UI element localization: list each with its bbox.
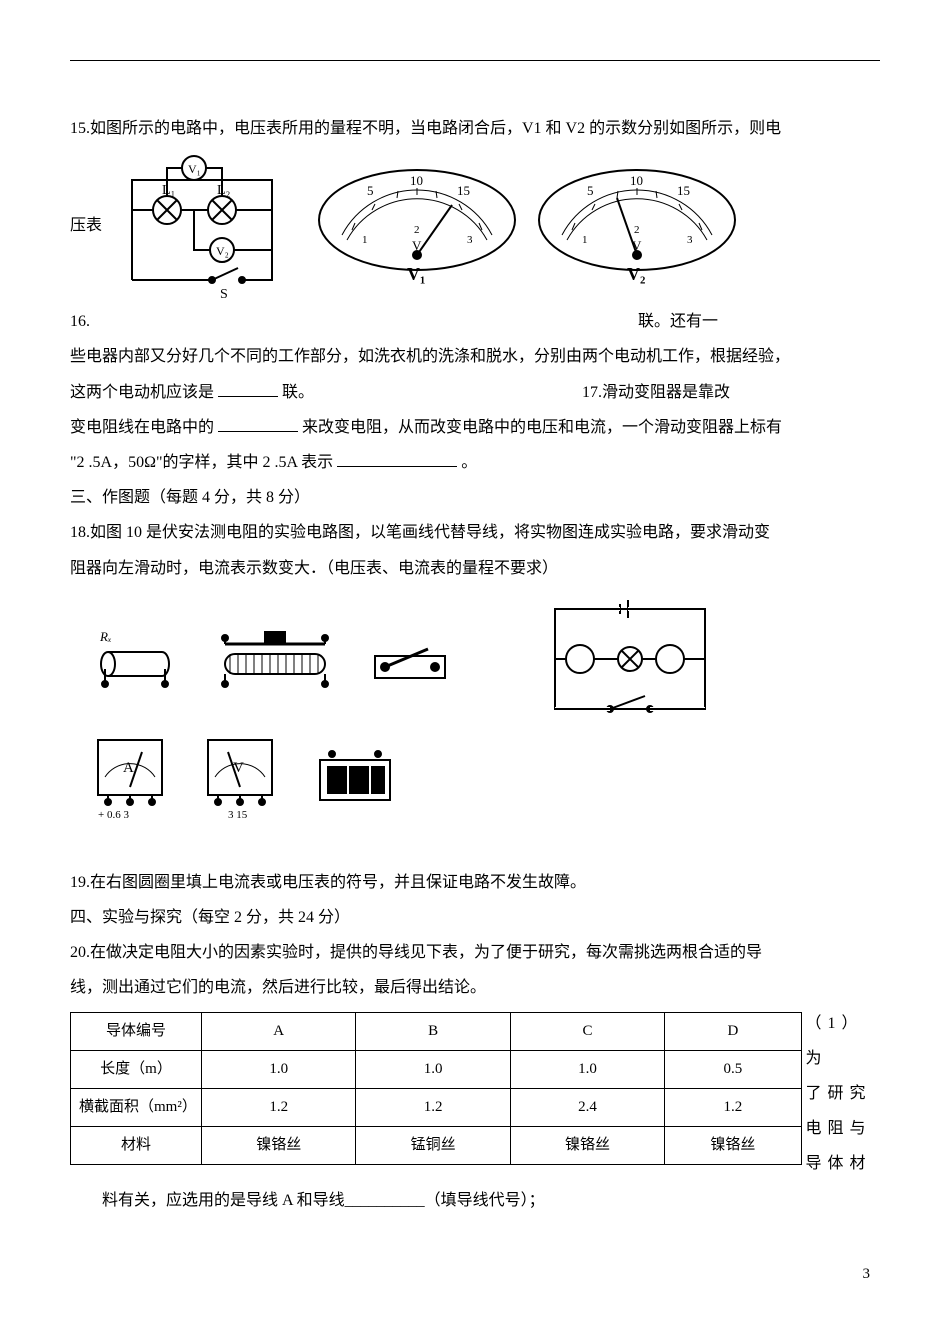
table-row: 横截面积（mm²）1.21.22.41.2 bbox=[71, 1088, 802, 1126]
q17-line1: 变电阻线在电路中的 来改变电阻，从而改变电路中的电压和电流，一个滑动变阻器上标有 bbox=[70, 410, 880, 445]
svg-text:V₂: V₂ bbox=[627, 264, 645, 284]
table-row: 材料镍铬丝锰铜丝镍铬丝镍铬丝 bbox=[71, 1126, 802, 1164]
q16-line3: 这两个电动机应该是 联。 17.滑动变阻器是靠改 bbox=[70, 375, 880, 410]
voltmeter-icon: V 3 15 bbox=[200, 732, 280, 822]
svg-text:Rₓ: Rₓ bbox=[99, 629, 112, 644]
wire-data-table: 导体编号 A B C D 长度（m）1.01.01.00.5 横截面积（mm²）… bbox=[70, 1012, 802, 1165]
q15-line1: 15.如图所示的电路中，电压表所用的量程不明，当电路闭合后，V1 和 V2 的示… bbox=[70, 111, 880, 146]
q16-line2: 些电器内部又分好几个不同的工作部分，如洗衣机的洗涤和脱水，分别由两个电动机工作，… bbox=[70, 339, 880, 374]
svg-text:+ 0.6 3: + 0.6 3 bbox=[98, 809, 129, 821]
component-row-1: Rₓ bbox=[90, 594, 880, 724]
q20-line2: 线，测出通过它们的电流，然后进行比较，最后得出结论。 bbox=[70, 970, 880, 1005]
q20-sub: 料有关，应选用的是导线 A 和导线__________（填导线代号）； bbox=[70, 1183, 880, 1218]
svg-text:15: 15 bbox=[457, 183, 470, 198]
side-annotation: （1）为 了研究 电阻与 导体材 bbox=[802, 1006, 880, 1121]
q16-line1: 16. 联。还有一 bbox=[70, 304, 880, 339]
svg-text:1: 1 bbox=[582, 234, 588, 246]
switch-icon bbox=[370, 631, 450, 686]
voltmeter-v2-dial: 5 10 15 1 2 3 V V₂ bbox=[532, 165, 742, 285]
q15-line2-prefix: 压表 bbox=[70, 208, 102, 243]
svg-text:V: V bbox=[233, 760, 244, 776]
section-3-heading: 三、作图题（每题 4 分，共 8 分） bbox=[70, 480, 880, 515]
table-row: 导体编号 A B C D bbox=[71, 1012, 802, 1050]
svg-text:V₁: V₁ bbox=[188, 162, 201, 176]
section-4-heading: 四、实验与探究（每空 2 分，共 24 分） bbox=[70, 900, 880, 935]
q15-figure-row: 压表 L₁ L₂ V₁ V₂ S bbox=[70, 150, 880, 300]
svg-text:5: 5 bbox=[367, 183, 374, 198]
resistor-rx-icon: Rₓ bbox=[90, 629, 180, 689]
svg-text:V: V bbox=[412, 238, 422, 253]
svg-text:10: 10 bbox=[630, 173, 643, 188]
series-circuit-icon bbox=[540, 594, 720, 724]
svg-text:2: 2 bbox=[634, 224, 640, 236]
header-rule bbox=[70, 60, 880, 61]
battery-icon bbox=[310, 742, 400, 812]
svg-text:L₂: L₂ bbox=[217, 183, 231, 198]
svg-text:3: 3 bbox=[687, 234, 693, 246]
svg-text:1: 1 bbox=[362, 234, 368, 246]
ammeter-icon: A + 0.6 3 bbox=[90, 732, 170, 822]
svg-text:V₁: V₁ bbox=[407, 264, 425, 284]
q18-line2: 阻器向左滑动时，电流表示数变大．（电压表、电流表的量程不要求） bbox=[70, 551, 880, 586]
voltmeter-v1-dial: 5 10 15 1 2 3 V V₁ bbox=[312, 165, 522, 285]
svg-text:A: A bbox=[123, 760, 134, 776]
svg-text:V: V bbox=[632, 238, 642, 253]
svg-text:V₂: V₂ bbox=[216, 244, 229, 258]
svg-text:10: 10 bbox=[410, 173, 423, 188]
q17-line2: "2 .5A，50Ω"的字样，其中 2 .5A 表示 。 bbox=[70, 445, 880, 480]
q20-line1: 20.在做决定电阻大小的因素实验时，提供的导线见下表，为了便于研究，每次需挑选两… bbox=[70, 935, 880, 970]
page-number: 3 bbox=[70, 1258, 880, 1291]
svg-text:5: 5 bbox=[587, 183, 594, 198]
table-with-side-note: 导体编号 A B C D 长度（m）1.01.01.00.5 横截面积（mm²）… bbox=[70, 1006, 880, 1171]
table-row: 长度（m）1.01.01.00.5 bbox=[71, 1050, 802, 1088]
rheostat-icon bbox=[210, 626, 340, 691]
q19-text: 19.在右图圆圈里填上电流表或电压表的符号，并且保证电路不发生故障。 bbox=[70, 865, 880, 900]
q18-line1: 18.如图 10 是伏安法测电阻的实验电路图，以笔画线代替导线，将实物图连成实验… bbox=[70, 515, 880, 550]
svg-text:2: 2 bbox=[414, 224, 420, 236]
circuit-diagram: L₁ L₂ V₁ V₂ S bbox=[112, 150, 302, 300]
svg-text:L₁: L₁ bbox=[162, 183, 175, 198]
svg-text:15: 15 bbox=[677, 183, 690, 198]
svg-text:3 15: 3 15 bbox=[228, 809, 248, 821]
svg-text:S: S bbox=[220, 287, 228, 300]
svg-text:3: 3 bbox=[467, 234, 473, 246]
component-row-2: A + 0.6 3 V 3 15 bbox=[90, 732, 880, 822]
